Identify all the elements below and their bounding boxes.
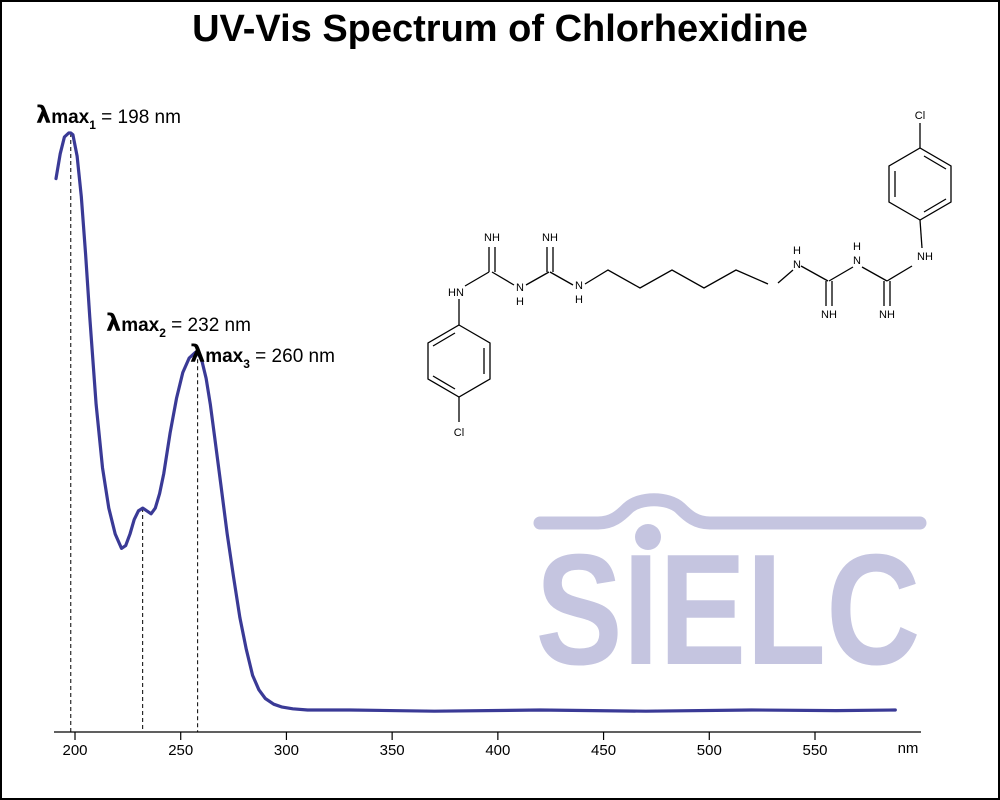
atom-nh-imine-3: NH bbox=[821, 309, 837, 321]
lambda-sub: max bbox=[51, 107, 89, 128]
bond bbox=[464, 271, 490, 287]
atom-nh-right: NH bbox=[917, 251, 933, 263]
atom-cl-left: Cl bbox=[454, 427, 464, 439]
x-tick-label: 550 bbox=[802, 742, 827, 759]
atom-n-1: N bbox=[516, 282, 524, 294]
x-tick-label: 350 bbox=[380, 742, 405, 759]
svg-text:λmax2 = 232 nm: λmax2 = 232 nm bbox=[106, 309, 251, 340]
x-tick-label: 400 bbox=[485, 742, 510, 759]
chart-title: UV-Vis Spectrum of Chlorhexidine bbox=[192, 8, 808, 50]
lambda-value: = 232 nm bbox=[166, 315, 251, 336]
lambda-index: 2 bbox=[159, 326, 166, 340]
chlorhexidine-structure bbox=[427, 123, 952, 422]
atom-n-2: N bbox=[575, 280, 583, 292]
atom-h-3: H bbox=[793, 245, 801, 257]
lambda-symbol: λ bbox=[36, 101, 51, 129]
spectrum-line bbox=[54, 131, 897, 713]
x-axis: 200 250 300 350 400 450 500 550 nm bbox=[54, 731, 921, 759]
atom-hn-left: HN bbox=[448, 287, 464, 299]
right-ring-double-bonds bbox=[894, 155, 947, 213]
x-axis-ticks: 200 250 300 350 400 450 500 550 bbox=[62, 732, 828, 759]
x-tick-label: 500 bbox=[697, 742, 722, 759]
bond bbox=[800, 265, 829, 282]
structure-atom-labels: Cl HN NH N H NH N H H N NH H N NH NH Cl bbox=[448, 110, 933, 439]
x-tick-label: 200 bbox=[62, 742, 87, 759]
logo-dot bbox=[635, 524, 661, 550]
lambda-max-2-label: λmax2 = 232 nm bbox=[106, 309, 251, 340]
hexyl-linker bbox=[584, 269, 769, 289]
left-benzene-ring bbox=[427, 324, 491, 398]
lambda-guides bbox=[70, 133, 199, 732]
bond bbox=[919, 219, 923, 249]
bond bbox=[861, 266, 888, 282]
bond bbox=[525, 271, 550, 286]
atom-nh-imine-1: NH bbox=[484, 232, 500, 244]
atom-h-2: H bbox=[575, 294, 583, 306]
sielc-logo: SIELC bbox=[533, 493, 927, 698]
lambda-value: = 198 nm bbox=[96, 107, 181, 128]
x-axis-unit-label: nm bbox=[898, 740, 919, 757]
bond bbox=[886, 265, 913, 282]
lambda-symbol: λ bbox=[190, 340, 205, 368]
atom-h-4: H bbox=[853, 241, 861, 253]
atom-n-4: N bbox=[853, 255, 861, 267]
lambda-symbol: λ bbox=[106, 309, 121, 337]
lambda-sub: max bbox=[205, 346, 243, 367]
atom-nh-imine-2: NH bbox=[542, 232, 558, 244]
svg-text:λmax3 = 260 nm: λmax3 = 260 nm bbox=[190, 340, 335, 371]
logo-text: SIELC bbox=[536, 522, 921, 698]
atom-cl-right: Cl bbox=[915, 110, 925, 122]
x-tick-label: 250 bbox=[168, 742, 193, 759]
atom-n-3: N bbox=[793, 259, 801, 271]
lambda-max-1-label: λmax1 = 198 nm bbox=[36, 101, 181, 132]
svg-text:λmax1 = 198 nm: λmax1 = 198 nm bbox=[36, 101, 181, 132]
x-tick-label: 300 bbox=[274, 742, 299, 759]
right-benzene-ring bbox=[888, 147, 952, 221]
left-ring-double-bonds bbox=[432, 332, 485, 390]
bond bbox=[828, 266, 854, 282]
bond bbox=[549, 271, 574, 286]
bond bbox=[491, 271, 515, 286]
lambda-index: 1 bbox=[89, 118, 96, 132]
atom-h-1: H bbox=[516, 296, 524, 308]
logo-arc-line bbox=[533, 493, 927, 530]
bond bbox=[777, 269, 794, 284]
lambda-sub: max bbox=[121, 315, 159, 336]
lambda-index: 3 bbox=[243, 357, 250, 371]
lambda-value: = 260 nm bbox=[250, 346, 335, 367]
x-tick-label: 450 bbox=[591, 742, 616, 759]
lambda-max-3-label: λmax3 = 260 nm bbox=[190, 340, 335, 371]
atom-nh-imine-4: NH bbox=[879, 309, 895, 321]
